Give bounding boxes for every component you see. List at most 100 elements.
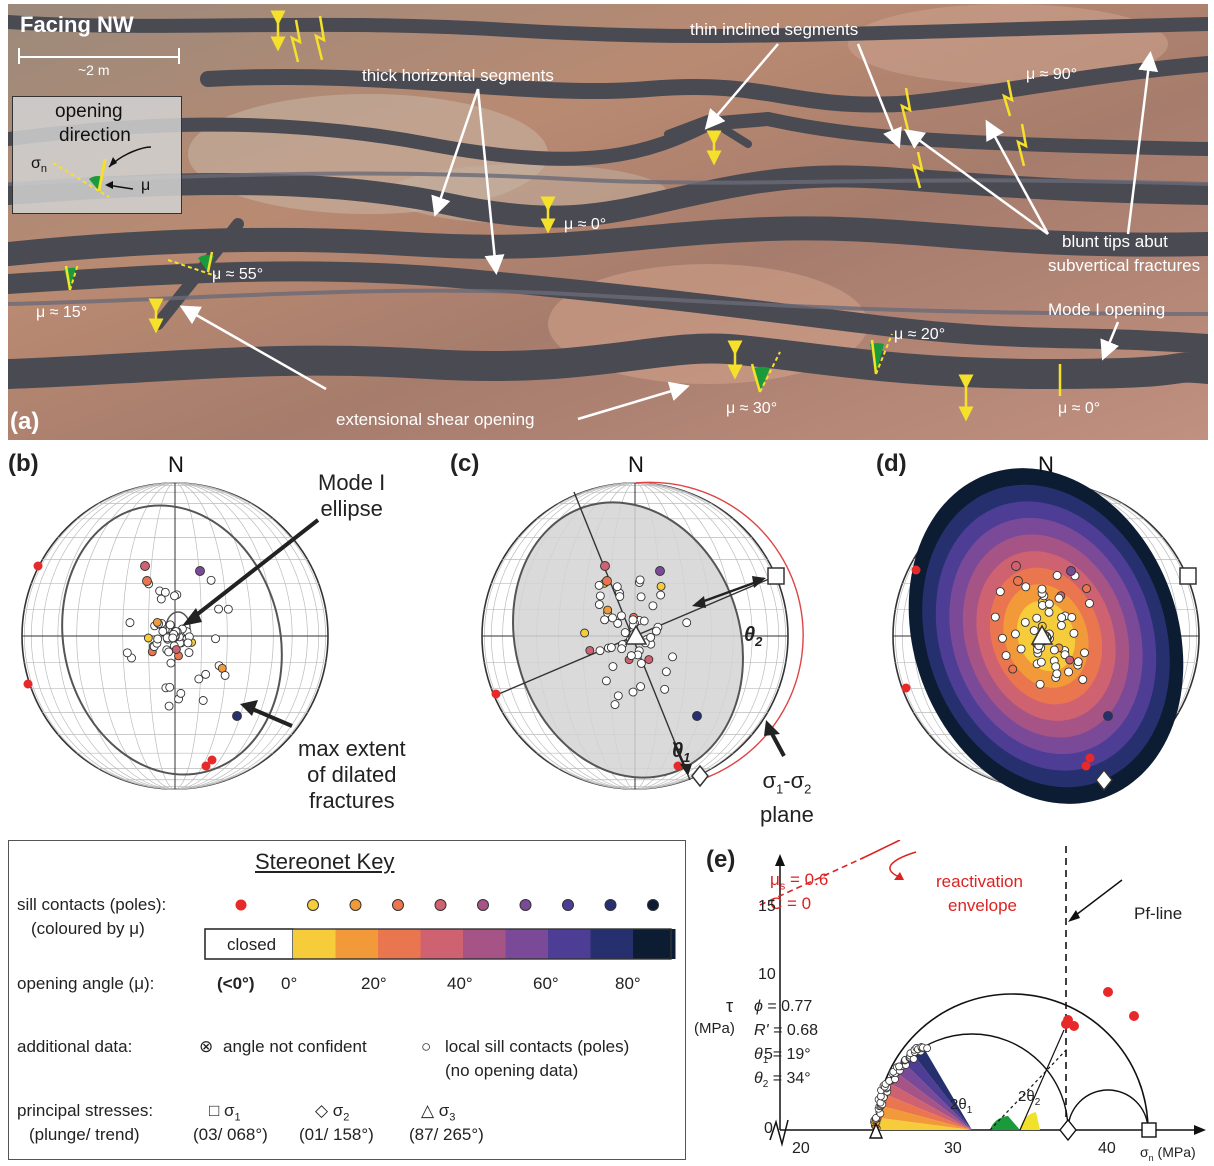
sill-contact-red bbox=[23, 679, 33, 689]
pole-marker bbox=[198, 696, 208, 705]
pole-marker bbox=[1036, 657, 1046, 667]
key-color-bin bbox=[633, 929, 676, 959]
pole-marker bbox=[580, 628, 590, 638]
opening-direction-inset: opening direction σn μ bbox=[12, 96, 182, 214]
pole-marker bbox=[122, 648, 132, 658]
stereonet-d: N bbox=[892, 452, 1200, 804]
label-mode1-opening: Mode I opening bbox=[1048, 300, 1166, 319]
mohr-color-wedge bbox=[903, 1054, 972, 1130]
key-colored-pole bbox=[519, 899, 532, 911]
two-theta2-line bbox=[1019, 1029, 1065, 1131]
ytick-0: 0 bbox=[764, 1120, 773, 1137]
key-plunge-trend: (plunge/ trend) bbox=[29, 1125, 140, 1144]
label-thin-inclined: thin inclined segments bbox=[690, 20, 859, 39]
plane-label-line1: σ1-σ2 bbox=[762, 768, 812, 797]
pole-marker bbox=[608, 662, 618, 671]
label-mu0-right: μ ≈ 0° bbox=[1058, 400, 1101, 417]
key-color-bins bbox=[293, 929, 676, 959]
pole-marker bbox=[143, 633, 153, 643]
key-color-bin bbox=[463, 929, 506, 959]
key-colored-pole bbox=[562, 899, 574, 911]
mohr-data-point bbox=[923, 1044, 932, 1053]
pole-marker bbox=[639, 616, 649, 626]
pole-marker bbox=[620, 628, 630, 638]
xtick-30: 30 bbox=[944, 1140, 962, 1157]
key-coloured-by: (coloured by μ) bbox=[31, 919, 145, 938]
pole-marker bbox=[617, 644, 627, 654]
key-colored-pole bbox=[349, 899, 362, 911]
pole-marker bbox=[644, 655, 654, 664]
inset-sigma-label: σn bbox=[31, 155, 47, 176]
reactivation-line1: reactivation bbox=[936, 872, 1023, 891]
pole-marker bbox=[1065, 655, 1075, 665]
panel-b-letter: (b) bbox=[8, 450, 39, 477]
key-color-bin bbox=[420, 929, 463, 959]
sill-contact-red bbox=[207, 755, 217, 765]
stereonet-key: Stereonet Key sill contacts (poles): (co… bbox=[8, 840, 686, 1160]
scale-bar-tick-left bbox=[18, 48, 20, 64]
pole-marker bbox=[1057, 613, 1067, 623]
pole-marker bbox=[1057, 620, 1066, 630]
sigma3-triangle-c bbox=[624, 624, 648, 645]
pole-marker bbox=[1029, 626, 1039, 635]
key-sigma2-val: (01/ 158°) bbox=[299, 1125, 374, 1144]
facing-label: Facing NW bbox=[20, 12, 134, 37]
pole-marker bbox=[1085, 598, 1094, 608]
pole-marker bbox=[1082, 584, 1091, 594]
key-colored-pole bbox=[307, 899, 319, 911]
pole-marker bbox=[613, 618, 623, 628]
sill-contact-red bbox=[673, 761, 683, 771]
theta2-label: θ2 bbox=[744, 624, 763, 649]
pole-marker bbox=[1054, 593, 1064, 603]
plane-label-line2: plane bbox=[760, 802, 814, 828]
inset-mu-label: μ bbox=[141, 177, 151, 194]
label-blunt-2: subvertical fractures bbox=[1048, 256, 1201, 275]
pole-marker bbox=[635, 575, 645, 585]
sill-contact-red bbox=[1081, 761, 1091, 771]
pole-marker bbox=[171, 645, 181, 654]
pole-marker bbox=[176, 688, 186, 698]
pole-marker bbox=[682, 618, 692, 628]
pole-marker bbox=[628, 687, 638, 697]
pole-marker bbox=[1069, 628, 1079, 638]
pole-marker-colored bbox=[600, 561, 610, 571]
pole-marker bbox=[595, 591, 605, 601]
mohr-sigma2-diamond bbox=[1059, 1118, 1077, 1142]
key-not-confident: angle not confident bbox=[223, 1037, 367, 1056]
sigma1-sigma2-plane-label: σ1-σ2 plane bbox=[760, 768, 814, 828]
pole-marker-colored bbox=[692, 711, 702, 721]
stereonet-d-poles bbox=[901, 561, 1113, 771]
key-principal: principal stresses: bbox=[17, 1101, 154, 1120]
panel-e-letter: (e) bbox=[706, 846, 736, 873]
label-thick-horizontal: thick horizontal segments bbox=[362, 66, 554, 85]
pole-marker bbox=[1020, 617, 1030, 627]
pole-marker-colored bbox=[142, 576, 152, 586]
key-colored-poles bbox=[307, 899, 659, 911]
pole-marker bbox=[1044, 599, 1054, 609]
ytick-15: 15 bbox=[758, 898, 776, 915]
mohr-color-wedge bbox=[913, 1047, 972, 1130]
key-local-1: local sill contacts (poles) bbox=[445, 1037, 630, 1056]
pole-marker bbox=[668, 652, 677, 662]
ytick-10: 10 bbox=[758, 966, 776, 983]
north-label-d: N bbox=[1038, 452, 1054, 477]
pole-marker bbox=[585, 646, 595, 655]
label-mu30: μ ≈ 30° bbox=[726, 400, 778, 417]
panel-c-letter: (c) bbox=[450, 450, 480, 477]
pole-marker bbox=[595, 646, 605, 656]
mohr-big-circle bbox=[875, 993, 1149, 1131]
sill-contact-red bbox=[911, 565, 921, 575]
pole-marker bbox=[166, 658, 176, 668]
pole-marker bbox=[612, 582, 622, 592]
pole-marker bbox=[1021, 582, 1031, 592]
pole-marker bbox=[168, 633, 178, 643]
pole-marker bbox=[656, 581, 666, 591]
tau-unit: (MPa) bbox=[694, 1020, 735, 1037]
mohr-color-wedge bbox=[883, 1082, 972, 1130]
max-extent-ellipse bbox=[61, 504, 283, 776]
xtick-20: 20 bbox=[792, 1140, 810, 1157]
panel-a-letter: (a) bbox=[10, 408, 40, 435]
theta2-value: θ2 = 34° bbox=[754, 1070, 811, 1091]
c-label: C = 0 bbox=[770, 894, 812, 913]
pole-marker bbox=[1067, 612, 1077, 622]
